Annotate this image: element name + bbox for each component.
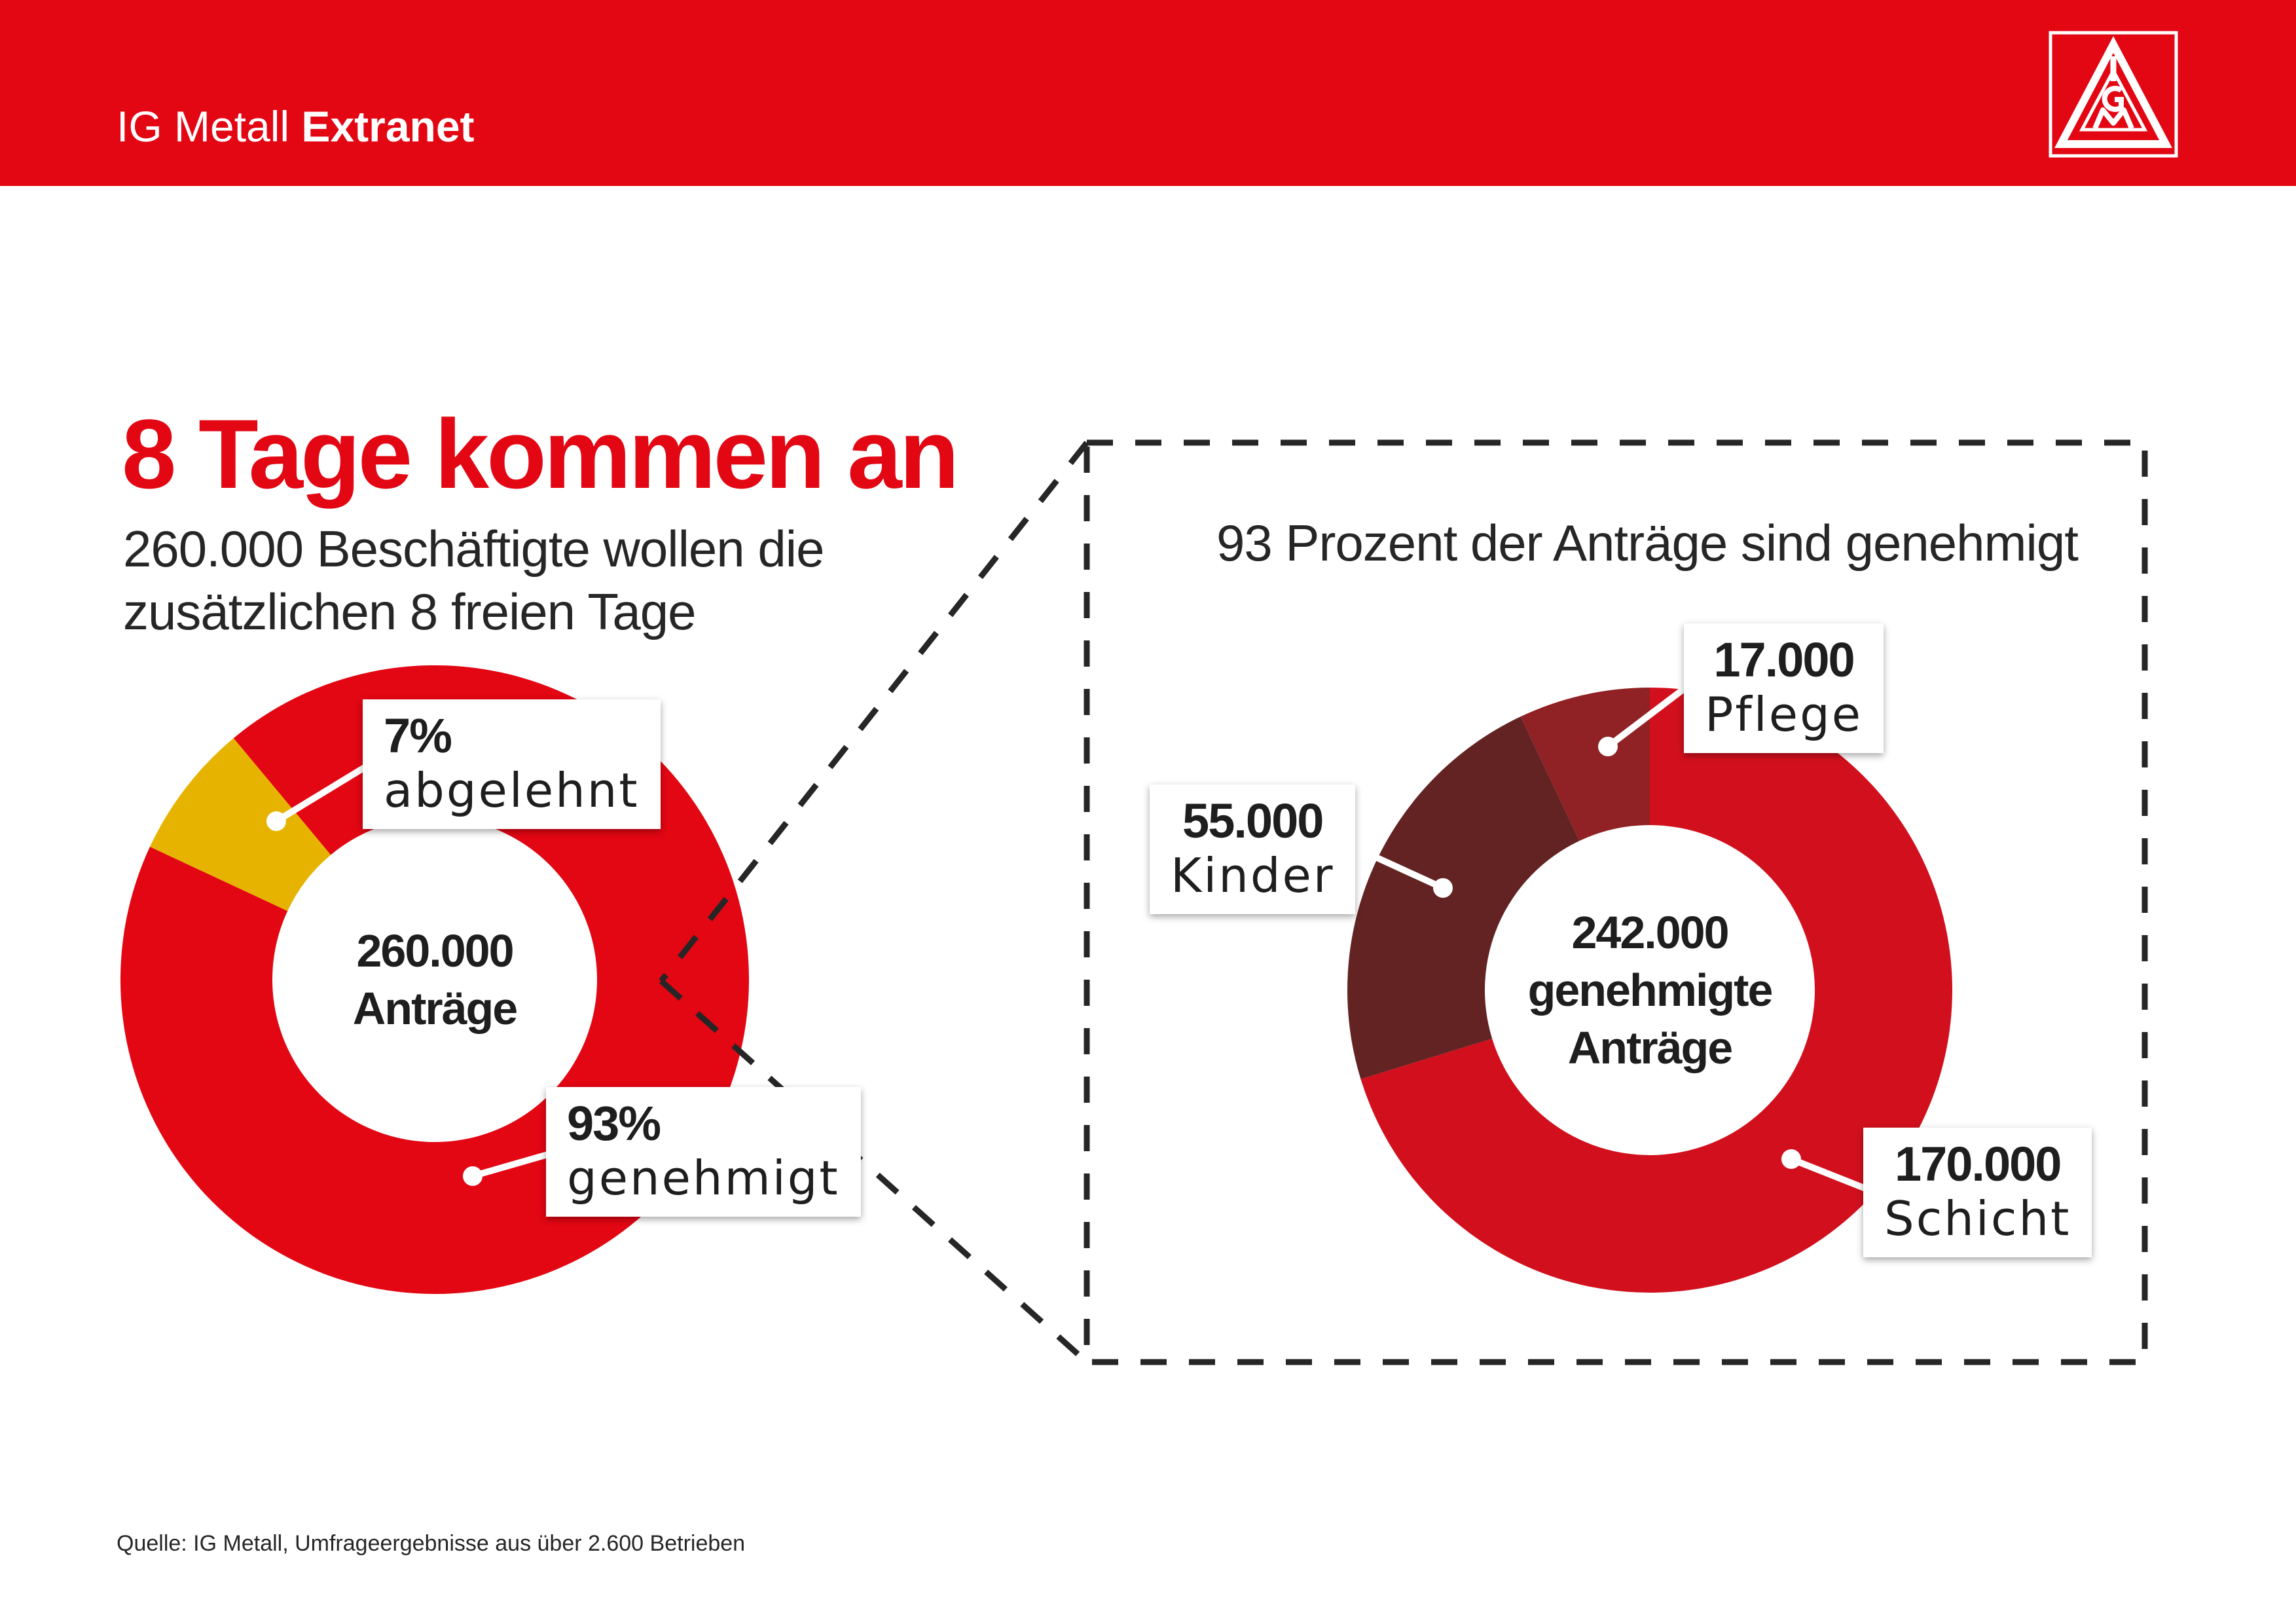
right-center-text-2: Anträge bbox=[1567, 1022, 1733, 1073]
right-center-value: 242.000 bbox=[1571, 907, 1729, 958]
slice-kinder bbox=[1347, 716, 1580, 1079]
right-center-label: 242.000 genehmigte Anträge bbox=[1527, 904, 1774, 1077]
brand-title: IG Metall Extranet bbox=[117, 105, 475, 148]
kinder-connector-line bbox=[1347, 841, 1445, 891]
brand-light: IG Metall bbox=[117, 102, 290, 151]
genehmigt-connector-dot bbox=[463, 1166, 483, 1186]
left-center-text: Anträge bbox=[352, 983, 518, 1034]
schicht-connector-line bbox=[1790, 1156, 1868, 1192]
genehmigt-connector-line bbox=[471, 1151, 551, 1179]
abgelehnt-connector-dot bbox=[266, 811, 286, 831]
callout-schicht: 170.000 Schicht bbox=[1863, 1128, 2092, 1257]
zoom-frame-box bbox=[1084, 439, 2148, 1365]
zoom-line-top bbox=[659, 441, 1089, 983]
pflege-connector-dot bbox=[1598, 737, 1618, 756]
data-label-schicht: Schicht bbox=[1884, 1191, 2071, 1246]
igm-triangle-logo-icon bbox=[2049, 31, 2178, 158]
page-subtitle: 260.000 Beschäftigte wollen die zusätzli… bbox=[123, 517, 909, 643]
data-label-kinder: Kinder bbox=[1171, 848, 1335, 903]
callout-kinder: 55.000 Kinder bbox=[1150, 784, 1356, 914]
callout-abgelehnt: 7% abgelehnt bbox=[363, 699, 661, 829]
kinder-connector-dot bbox=[1433, 878, 1453, 898]
right-center-text-1: genehmigte bbox=[1527, 965, 1774, 1016]
data-label-pflege: Pflege bbox=[1705, 687, 1863, 742]
right-donut bbox=[1347, 688, 1952, 1293]
subtitle-line-1: 260.000 Beschäftigte wollen die bbox=[123, 520, 824, 578]
callout-pflege: 17.000 Pflege bbox=[1684, 623, 1884, 753]
zoom-frame bbox=[659, 439, 2148, 1365]
data-label-genehmigt-value: 93% bbox=[567, 1096, 661, 1151]
left-center-label: 260.000 Anträge bbox=[352, 922, 518, 1037]
pflege-connector-line bbox=[1605, 682, 1692, 749]
data-label-schicht-value: 170.000 bbox=[1894, 1137, 2062, 1191]
header-bar bbox=[0, 0, 2296, 186]
data-label-pflege-value: 17.000 bbox=[1713, 633, 1855, 687]
left-center-value: 260.000 bbox=[356, 925, 514, 976]
page-title: 8 Tage kommen an bbox=[122, 399, 959, 509]
callout-genehmigt: 93% genehmigt bbox=[546, 1087, 861, 1217]
source-note: Quelle: IG Metall, Umfrageergebnisse aus… bbox=[117, 1531, 746, 1556]
data-label-abgelehnt: abgelehnt bbox=[384, 763, 640, 818]
data-label-kinder-value: 55.000 bbox=[1182, 794, 1324, 848]
brand-bold: Extranet bbox=[301, 102, 475, 151]
callout-connectors bbox=[266, 682, 1868, 1192]
schicht-connector-dot bbox=[1781, 1149, 1801, 1169]
slice-pflege bbox=[1520, 688, 1650, 841]
data-label-genehmigt: genehmigt bbox=[567, 1151, 840, 1206]
slice-schicht bbox=[1360, 688, 1952, 1293]
detail-chart-title: 93 Prozent der Anträge sind genehmigt bbox=[1216, 514, 2079, 572]
abgelehnt-connector-line bbox=[274, 763, 369, 824]
subtitle-line-2: zusätzlichen 8 freien Tage bbox=[123, 583, 696, 640]
slice-abgelehnt bbox=[149, 738, 331, 912]
data-label-abgelehnt-value: 7% bbox=[384, 709, 452, 763]
